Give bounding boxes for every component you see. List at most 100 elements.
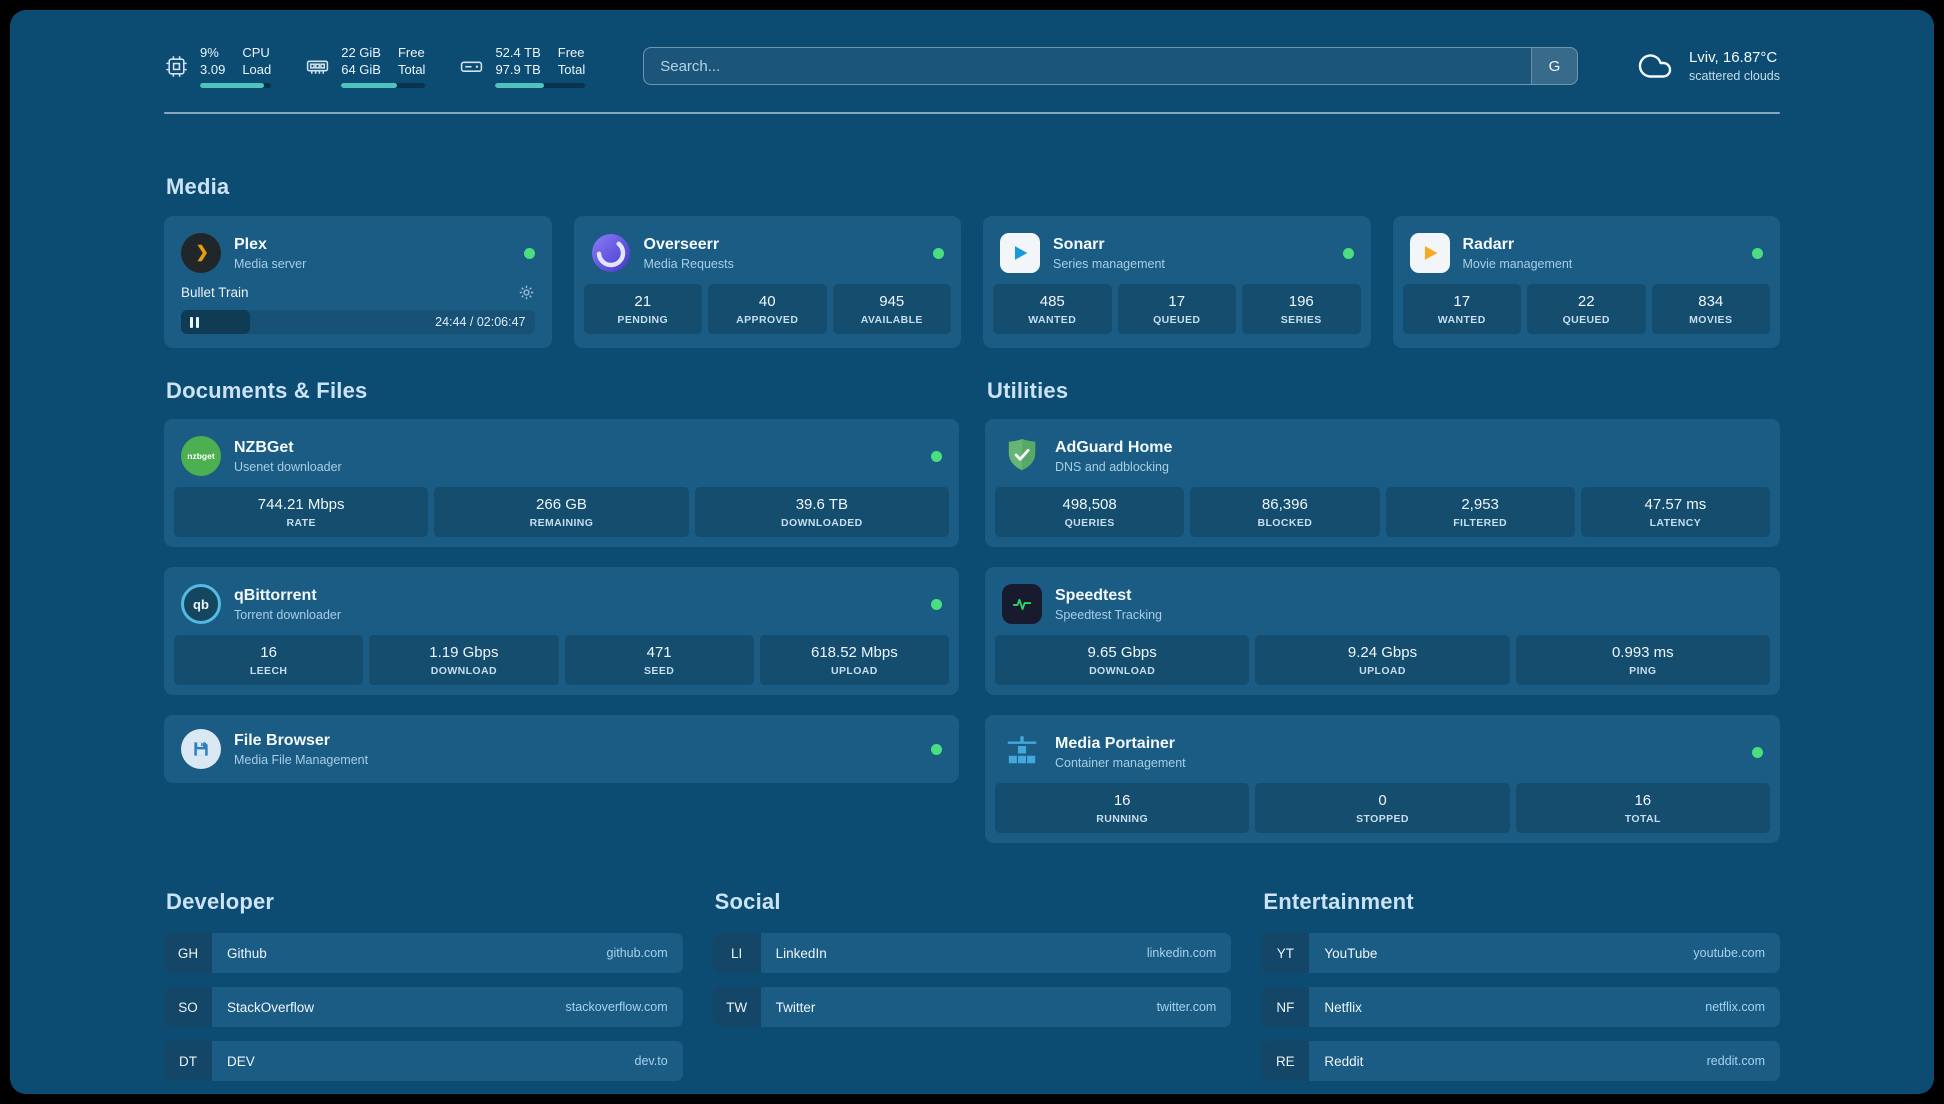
disk-progress-bar	[495, 83, 586, 89]
stat-upload: 618.52 Mbps UPLOAD	[759, 635, 949, 686]
bookmark-dev[interactable]: DT DEV dev.to	[164, 1041, 683, 1082]
service-desc: Media Requests	[643, 256, 734, 271]
media-grid: Plex Media server Bullet Train 24:44 / 0…	[164, 216, 1780, 349]
bookmark-abbr: GH	[164, 933, 212, 974]
service-card-overseerr[interactable]: Overseerr Media Requests 21 PENDING 40 A…	[573, 216, 961, 349]
stat-label: FILTERED	[1453, 517, 1507, 530]
bookmark-netflix[interactable]: NF Netflix netflix.com	[1261, 987, 1780, 1028]
topbar: 9% 3.09 CPU Load	[164, 44, 1780, 89]
service-card-adguard[interactable]: AdGuard Home DNS and adblocking 498,508 …	[985, 419, 1780, 548]
bookmark-abbr: LI	[712, 933, 761, 974]
stat-label: DOWNLOADED	[781, 517, 863, 530]
stat-label: PING	[1629, 665, 1657, 678]
bookmarks-entertainment: Entertainment YT YouTube youtube.com NF …	[1261, 843, 1780, 1082]
stat-label: AVAILABLE	[860, 314, 923, 327]
bookmark-abbr: DT	[164, 1041, 212, 1082]
stat-latency: 47.57 ms LATENCY	[1580, 487, 1770, 538]
cpu-widget: 9% 3.09 CPU Load	[164, 44, 272, 89]
stat-label: QUEUED	[1153, 314, 1201, 327]
service-card-speedtest[interactable]: Speedtest Speedtest Tracking 9.65 Gbps D…	[985, 567, 1780, 696]
bookmark-youtube[interactable]: YT YouTube youtube.com	[1261, 933, 1780, 974]
bookmark-name: Twitter	[775, 999, 816, 1015]
service-name: Radarr	[1462, 235, 1515, 253]
stat-label: APPROVED	[736, 314, 799, 327]
cpu-icon	[166, 55, 187, 77]
service-card-radarr[interactable]: Radarr Movie management 17 WANTED 22 QUE…	[1392, 216, 1780, 349]
bookmark-linkedin[interactable]: LI LinkedIn linkedin.com	[712, 933, 1232, 974]
status-dot	[931, 598, 942, 610]
documents-column: Documents & Files nzbget NZBGet Usenet d…	[164, 348, 959, 843]
status-dot	[523, 247, 535, 259]
stat-available: 945 AVAILABLE	[832, 284, 951, 335]
cpu-progress-bar	[200, 83, 272, 89]
stat-label: QUEUED	[1562, 314, 1610, 327]
bookmark-reddit[interactable]: RE Reddit reddit.com	[1261, 1041, 1780, 1082]
stat-label: REMAINING	[529, 517, 594, 530]
bookmark-url: stackoverflow.com	[565, 1000, 668, 1015]
bookmark-abbr: NF	[1261, 987, 1310, 1028]
service-desc: Torrent downloader	[234, 607, 342, 622]
bookmark-url: youtube.com	[1693, 946, 1765, 961]
bookmark-name: DEV	[227, 1053, 255, 1069]
bookmark-url: twitter.com	[1156, 1000, 1217, 1015]
cpu-load-label: Load	[242, 62, 272, 78]
service-name: Speedtest	[1055, 586, 1132, 604]
service-card-portainer[interactable]: Media Portainer Container management 16 …	[985, 715, 1780, 844]
qbittorrent-icon: qb	[181, 584, 221, 625]
bookmark-url: dev.to	[634, 1054, 668, 1069]
stat-label: UPLOAD	[831, 665, 878, 678]
now-playing-title: Bullet Train	[181, 285, 249, 301]
service-desc: Container management	[1055, 755, 1186, 770]
memory-total-label: Total	[397, 62, 426, 78]
stat-value: 471	[646, 644, 672, 662]
gear-icon	[519, 286, 533, 300]
stat-queries: 498,508 QUERIES	[995, 487, 1185, 538]
bookmark-abbr: SO	[164, 987, 212, 1028]
bookmark-url: github.com	[606, 946, 668, 961]
service-card-sonarr[interactable]: Sonarr Series management 485 WANTED 17 Q…	[983, 216, 1371, 349]
overseerr-icon	[591, 233, 631, 273]
stat-total: 16 TOTAL	[1515, 783, 1770, 834]
bookmark-stackoverflow[interactable]: SO StackOverflow stackoverflow.com	[164, 987, 683, 1028]
stat-rate: 744.21 Mbps RATE	[174, 487, 429, 538]
service-name: AdGuard Home	[1055, 438, 1173, 456]
stat-queued: 17 QUEUED	[1117, 284, 1236, 335]
stat-value: 744.21 Mbps	[257, 496, 345, 514]
section-title-documents: Documents & Files	[166, 378, 368, 404]
stat-value: 16	[1113, 792, 1131, 810]
playback-time: 24:44 / 02:06:47	[435, 315, 526, 330]
search-input[interactable]	[644, 48, 1531, 85]
stat-value: 39.6 TB	[795, 496, 848, 514]
service-name: Overseerr	[643, 235, 720, 253]
service-card-plex[interactable]: Plex Media server Bullet Train 24:44 / 0…	[164, 216, 552, 349]
service-name: Media Portainer	[1055, 734, 1176, 752]
speedtest-icon	[1002, 584, 1042, 625]
cloud-icon	[1638, 54, 1672, 78]
stat-label: DOWNLOAD	[430, 665, 497, 678]
bookmark-name: LinkedIn	[775, 945, 827, 961]
pause-icon	[190, 316, 199, 328]
sonarr-icon	[1000, 233, 1040, 274]
memory-progress-bar	[341, 83, 426, 89]
search-provider-button[interactable]: G	[1530, 48, 1577, 85]
section-title-utilities: Utilities	[987, 378, 1069, 404]
nzbget-icon: nzbget	[181, 436, 221, 477]
stat-value: 266 GB	[536, 496, 587, 514]
bookmarks-developer: Developer GH Github github.com SO StackO…	[164, 843, 683, 1082]
bookmark-twitter[interactable]: TW Twitter twitter.com	[712, 987, 1232, 1028]
service-card-qbittorrent[interactable]: qb qBittorrent Torrent downloader 16 LEE…	[164, 567, 959, 696]
weather-condition: scattered clouds	[1688, 69, 1780, 84]
bookmark-github[interactable]: GH Github github.com	[164, 933, 683, 974]
stat-label: LEECH	[249, 665, 288, 678]
stat-label: WANTED	[1437, 314, 1486, 327]
stat-value: 618.52 Mbps	[811, 644, 898, 662]
bookmark-name: Github	[227, 945, 267, 961]
stat-label: RUNNING	[1096, 813, 1149, 826]
service-card-filebrowser[interactable]: File Browser Media File Management	[164, 715, 959, 784]
stat-label: SEED	[644, 665, 675, 678]
service-card-nzbget[interactable]: nzbget NZBGet Usenet downloader 744.21 M…	[164, 419, 959, 548]
service-name: Sonarr	[1053, 235, 1105, 253]
status-dot	[1752, 746, 1763, 758]
stat-value: 945	[879, 293, 905, 311]
portainer-icon	[1002, 732, 1042, 772]
